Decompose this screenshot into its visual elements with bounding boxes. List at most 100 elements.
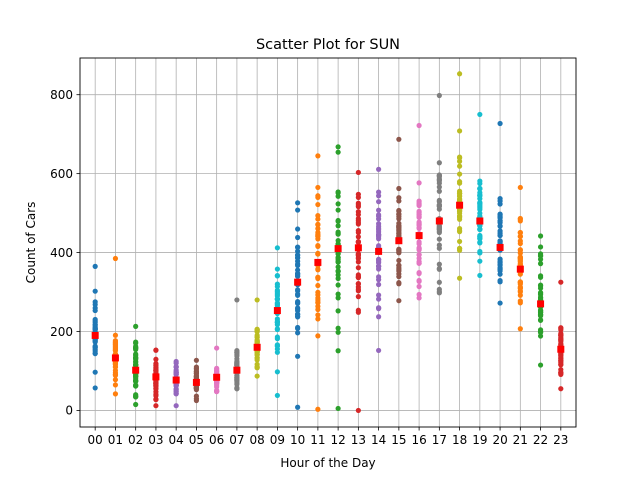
data-point — [335, 264, 341, 270]
data-point — [355, 407, 361, 414]
data-point — [254, 373, 260, 379]
data-point — [335, 325, 341, 331]
x-tick-label: 22 — [533, 433, 548, 447]
chart-title: Scatter Plot for SUN — [256, 37, 400, 53]
data-point — [295, 404, 301, 410]
data-point — [315, 295, 321, 301]
mean-marker — [375, 247, 383, 255]
data-point — [376, 256, 382, 262]
data-point — [517, 288, 523, 294]
data-point — [274, 266, 280, 272]
data-point — [274, 273, 280, 279]
data-point — [497, 260, 503, 266]
data-point — [396, 262, 402, 268]
data-point — [396, 211, 402, 217]
data-point — [335, 272, 341, 278]
data-point — [335, 291, 341, 297]
data-point — [376, 232, 382, 238]
x-tick-label: 13 — [351, 433, 366, 447]
data-point — [274, 300, 280, 306]
data-point — [133, 382, 139, 388]
data-point — [396, 246, 402, 252]
data-point — [133, 323, 139, 329]
series-16 — [416, 122, 422, 301]
data-point — [153, 347, 159, 353]
data-point — [112, 377, 119, 383]
data-point — [497, 238, 503, 244]
x-tick-label: 20 — [492, 433, 507, 447]
mean-marker — [516, 265, 524, 273]
data-point — [376, 213, 382, 219]
data-point — [153, 362, 159, 369]
data-point — [456, 71, 463, 77]
data-point — [92, 327, 98, 333]
data-point — [396, 198, 402, 204]
data-point — [335, 217, 341, 224]
y-axis-label: Count of Cars — [24, 202, 38, 284]
data-point — [234, 361, 240, 367]
data-point — [274, 283, 280, 290]
data-point — [315, 275, 321, 282]
data-point — [335, 251, 341, 257]
data-point — [193, 364, 200, 370]
mean-marker — [334, 245, 342, 253]
data-point — [335, 268, 341, 274]
data-point — [436, 236, 442, 242]
data-point — [295, 324, 301, 331]
data-point — [193, 393, 200, 399]
data-point — [558, 369, 564, 376]
data-point — [274, 320, 280, 326]
data-point — [133, 356, 139, 362]
data-point — [274, 349, 280, 355]
y-tick-label: 0 — [65, 404, 73, 418]
data-point — [477, 239, 483, 245]
data-point — [436, 224, 442, 230]
data-point — [376, 305, 382, 311]
data-point — [315, 201, 321, 208]
data-point — [335, 405, 341, 412]
data-point — [477, 190, 483, 196]
data-point — [355, 169, 361, 176]
data-point — [254, 297, 260, 303]
data-point — [416, 241, 422, 247]
data-point — [456, 193, 463, 199]
data-point — [456, 154, 463, 160]
data-point — [92, 263, 98, 269]
data-point — [355, 239, 361, 246]
data-point — [396, 232, 402, 238]
data-point — [315, 194, 321, 200]
data-point — [234, 356, 240, 362]
data-point — [456, 238, 463, 245]
data-point — [254, 327, 260, 333]
data-point — [315, 333, 321, 339]
data-point — [558, 279, 564, 285]
data-point — [173, 391, 179, 397]
x-tick-label: 23 — [553, 433, 568, 447]
data-point — [295, 314, 301, 320]
y-tick-label: 400 — [50, 246, 73, 260]
mean-marker — [354, 244, 362, 252]
data-point — [315, 406, 321, 412]
data-point — [274, 326, 280, 333]
data-point — [416, 220, 422, 227]
data-point — [537, 261, 544, 267]
data-point — [477, 272, 483, 279]
data-point — [497, 266, 503, 272]
data-point — [112, 348, 119, 354]
data-point — [315, 251, 321, 257]
data-point — [517, 326, 523, 332]
data-point — [112, 339, 119, 346]
data-point — [477, 202, 483, 208]
x-tick-label: 06 — [209, 433, 224, 447]
data-point — [497, 223, 503, 229]
data-point — [416, 247, 422, 253]
data-point — [477, 226, 483, 232]
x-tick-label: 15 — [391, 433, 406, 447]
mean-marker — [172, 376, 180, 384]
data-point — [92, 307, 98, 314]
data-point — [355, 265, 361, 271]
mean-marker — [557, 345, 565, 353]
data-point — [396, 274, 402, 280]
data-point — [517, 184, 523, 191]
data-point — [335, 207, 341, 213]
